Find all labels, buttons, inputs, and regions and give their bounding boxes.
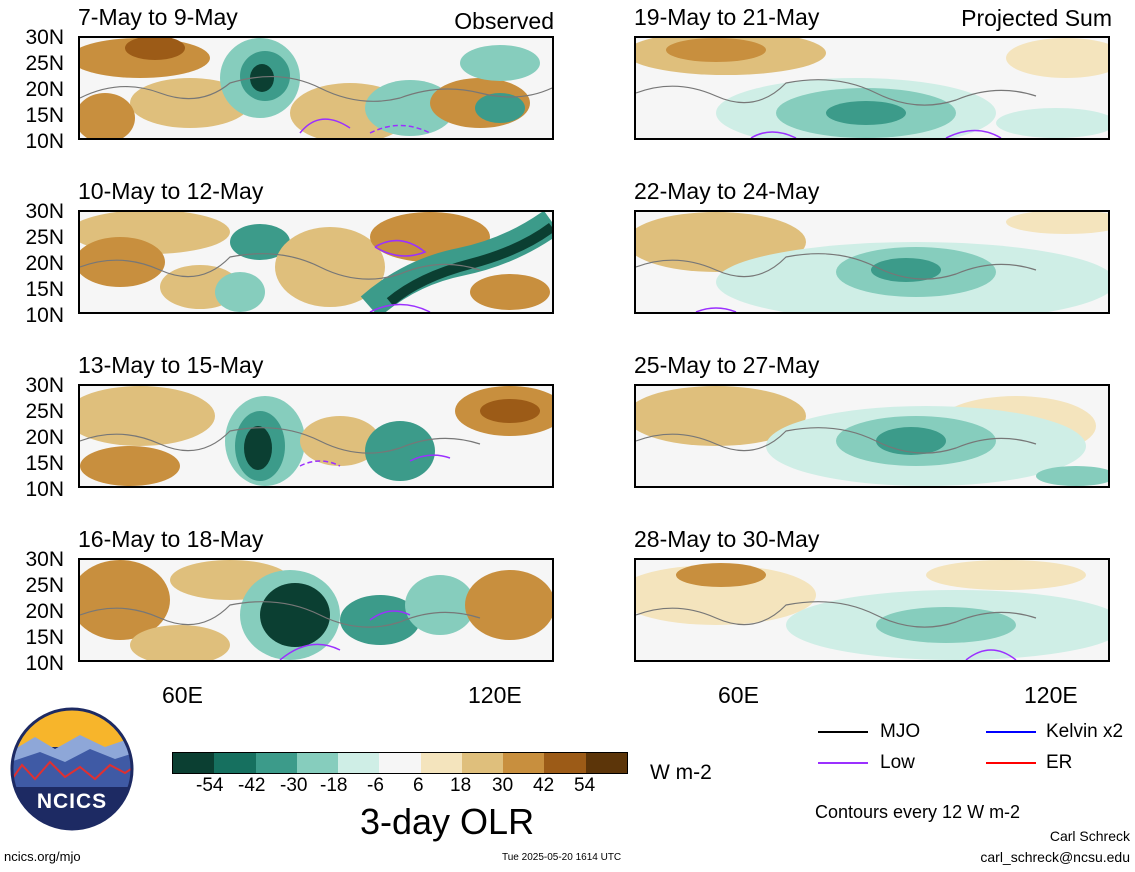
panel-title-right-3: 25-May to 27-May — [634, 352, 820, 378]
colorbar-tick: 18 — [450, 775, 472, 796]
lat-label: 25N — [25, 574, 64, 597]
lat-label: 20N — [25, 252, 64, 275]
panel-title-left-3: 13-May to 15-May — [78, 352, 264, 378]
lat-label: 10N — [25, 478, 64, 501]
olr-map-right-3 — [634, 384, 1110, 488]
olr-map-right-2 — [634, 210, 1110, 314]
colorbar-swatch — [255, 753, 297, 773]
lat-label: 10N — [25, 304, 64, 327]
footer-author: Carl Schreck — [1049, 828, 1130, 844]
colorbar-swatch — [296, 753, 339, 773]
colorbar-swatch — [585, 753, 627, 773]
colorbar-swatch — [544, 753, 586, 773]
low-line — [818, 762, 868, 764]
colorbar-tick: -54 — [196, 775, 224, 796]
footer-url[interactable]: ncics.org/mjo — [4, 849, 81, 864]
lat-label: 30N — [25, 548, 64, 571]
colorbar-swatch — [338, 753, 380, 773]
colorbar-tick: 6 — [413, 775, 424, 796]
lat-label: 25N — [25, 226, 64, 249]
lat-label: 15N — [25, 104, 64, 127]
observed-label: Observed — [454, 8, 554, 34]
footer-timestamp: Tue 2025-05-20 1614 UTC — [502, 852, 622, 863]
olr-colorbar — [172, 752, 628, 774]
lat-label: 30N — [25, 26, 64, 49]
er-label: ER — [1046, 752, 1073, 773]
colorbar-tick: 54 — [574, 775, 596, 796]
ncics-logo-text: NCICS — [36, 790, 108, 813]
colorbar-swatch — [420, 753, 462, 773]
lat-label: 10N — [25, 652, 64, 675]
lat-label: 30N — [25, 200, 64, 223]
colorbar-tick: -18 — [320, 775, 348, 796]
lat-label: 25N — [25, 52, 64, 75]
colorbar-tick: 30 — [492, 775, 514, 796]
lon-label-left-60e: 60E — [162, 682, 203, 708]
kelvin-line — [986, 731, 1036, 733]
lat-label: 20N — [25, 426, 64, 449]
panel-title-left-1: 7-May to 9-May — [78, 4, 238, 30]
panel-title-left-2: 10-May to 12-May — [78, 178, 264, 204]
lon-label-right-120e: 120E — [1024, 682, 1078, 708]
lat-label: 10N — [25, 130, 64, 153]
colorbar-swatch — [173, 753, 215, 773]
panel-title-right-2: 22-May to 24-May — [634, 178, 820, 204]
colorbar-swatch — [503, 753, 545, 773]
lon-label-right-60e: 60E — [718, 682, 759, 708]
colorbar-units: W m-2 — [650, 761, 712, 784]
colorbar-swatch — [214, 753, 256, 773]
colorbar-tick: -6 — [367, 775, 384, 796]
olr-map-right-4 — [634, 558, 1110, 662]
lat-label: 25N — [25, 400, 64, 423]
ncics-logo: NCICS — [10, 707, 134, 831]
mjo-label: MJO — [880, 721, 921, 742]
olr-map-left-1 — [78, 36, 554, 140]
olr-map-left-2 — [78, 210, 554, 314]
lat-label: 15N — [25, 626, 64, 649]
lat-label: 15N — [25, 452, 64, 475]
olr-map-left-4 — [78, 558, 554, 662]
lat-label: 20N — [25, 78, 64, 101]
colorbar-tick: -42 — [238, 775, 266, 796]
footer-email[interactable]: carl_schreck@ncsu.edu — [980, 849, 1130, 865]
contour-note: Contours every 12 W m-2 — [815, 802, 1021, 822]
mjo-line — [818, 731, 868, 733]
colorbar-title: 3-day OLR — [360, 801, 535, 842]
colorbar-swatch — [461, 753, 504, 773]
lat-label: 20N — [25, 600, 64, 623]
colorbar-tick: -30 — [280, 775, 308, 796]
kelvin-label: Kelvin x2 — [1046, 721, 1124, 742]
er-line — [986, 762, 1036, 764]
panel-title-left-4: 16-May to 18-May — [78, 526, 264, 552]
colorbar-tick: 42 — [533, 775, 555, 796]
olr-map-left-3 — [78, 384, 554, 488]
lat-label: 30N — [25, 374, 64, 397]
lat-label: 15N — [25, 278, 64, 301]
olr-map-right-1 — [634, 36, 1110, 140]
projected-sum-label: Projected Sum — [961, 5, 1112, 31]
panel-title-right-4: 28-May to 30-May — [634, 526, 820, 552]
lon-label-left-120e: 120E — [468, 682, 522, 708]
panel-title-right-1: 19-May to 21-May — [634, 4, 820, 30]
colorbar-swatch — [379, 753, 421, 773]
low-label: Low — [880, 752, 915, 773]
